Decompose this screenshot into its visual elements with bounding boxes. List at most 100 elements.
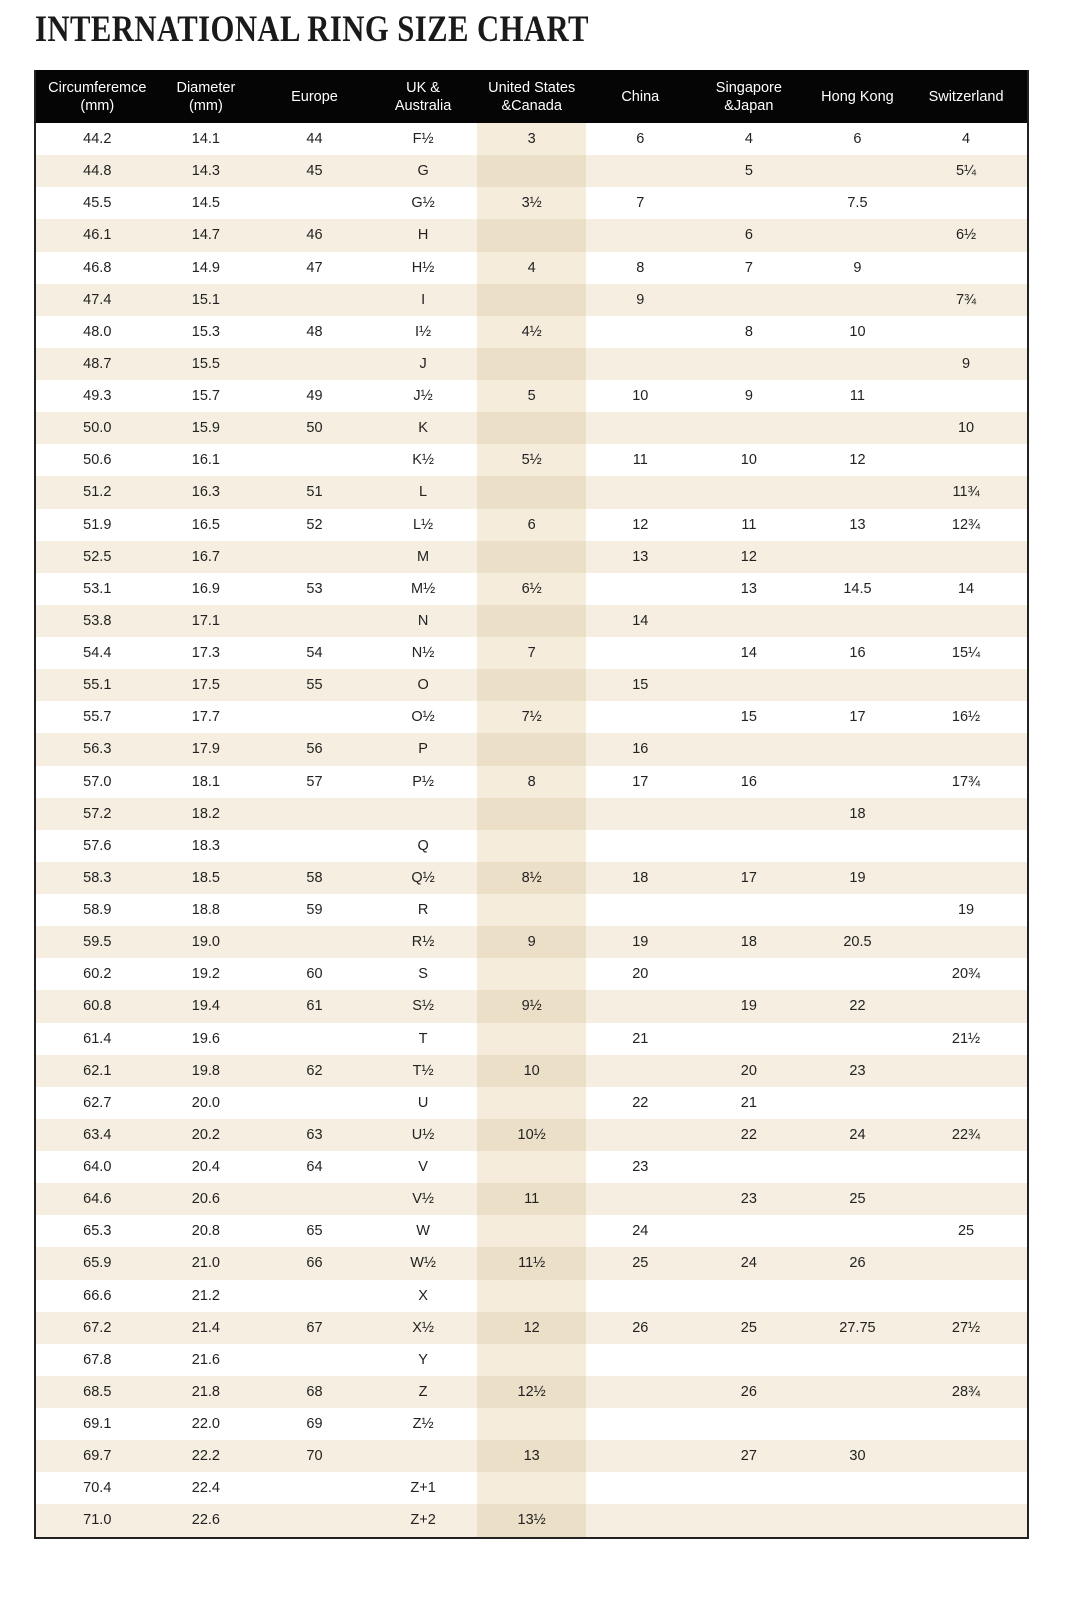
cell-uk-australia: T½ <box>412 1062 434 1079</box>
cell-diameter: 15.3 <box>191 323 220 340</box>
cell-china: 12 <box>632 516 649 533</box>
table-header: Circumferemce (mm) Diameter (mm) Europe UK … <box>36 70 1027 123</box>
cell-switzerland <box>912 1151 1021 1183</box>
cell-diameter: 19.6 <box>191 1030 220 1047</box>
cell-china <box>586 990 695 1022</box>
cell-hong-kong <box>803 1023 912 1055</box>
cell-circumference: 57.2 <box>83 805 112 822</box>
cell-hong-kong <box>803 284 912 316</box>
cell-circumference: 68.5 <box>83 1383 112 1400</box>
cell-singapore-japan: 8 <box>744 323 753 340</box>
cell-diameter: 16.3 <box>191 484 220 501</box>
column-header-europe: Europe <box>291 88 338 105</box>
cell-singapore-japan <box>695 733 804 765</box>
cell-uk-australia: O <box>417 677 429 694</box>
cell-diameter: 21.8 <box>191 1383 220 1400</box>
cell-uk-australia <box>369 1440 478 1472</box>
cell-singapore-japan <box>695 348 804 380</box>
cell-china: 16 <box>632 741 649 758</box>
table-row: 53.8 17.1 N 14 <box>36 604 1027 637</box>
cell-europe: 44 <box>306 131 323 147</box>
cell-uk-australia: K <box>418 420 428 437</box>
table-row: 51.2 16.3 51 L 11¾ <box>36 476 1027 509</box>
cell-circumference: 46.1 <box>83 227 112 244</box>
cell-uk-australia: U <box>417 1094 429 1111</box>
cell-switzerland <box>912 316 1021 348</box>
cell-diameter: 18.8 <box>191 902 220 918</box>
cell-uk-australia: M½ <box>410 580 436 597</box>
cell-singapore-japan <box>695 476 804 508</box>
cell-singapore-japan <box>695 894 804 926</box>
cell-diameter: 17.5 <box>191 677 220 694</box>
cell-us-canada: 4½ <box>477 315 586 348</box>
cell-china: 10 <box>632 388 649 404</box>
cell-diameter: 18.1 <box>191 773 220 790</box>
cell-singapore-japan: 25 <box>740 1319 757 1336</box>
table-row: 51.9 16.5 52 L½ 6 12 11 13 12¾ <box>36 508 1027 541</box>
cell-diameter: 17.9 <box>191 741 220 758</box>
cell-us-canada <box>477 669 586 702</box>
cell-hong-kong: 16 <box>849 645 866 661</box>
cell-china <box>586 476 695 508</box>
column-header-circumference: Circumferemce (mm) <box>48 79 147 114</box>
cell-switzerland: 22¾ <box>951 1126 981 1143</box>
cell-switzerland <box>912 926 1021 958</box>
cell-diameter: 16.5 <box>191 516 220 533</box>
cell-switzerland <box>912 1087 1021 1119</box>
cell-switzerland <box>912 380 1021 412</box>
cell-hong-kong: 19 <box>849 869 866 886</box>
cell-us-canada <box>477 894 586 927</box>
cell-singapore-japan <box>695 1504 804 1536</box>
cell-china: 20 <box>632 966 649 983</box>
table-row: 60.2 19.2 60 S 20 20¾ <box>36 958 1027 991</box>
cell-switzerland: 20¾ <box>951 966 981 983</box>
cell-europe: 61 <box>306 998 323 1015</box>
cell-uk-australia: N½ <box>411 645 435 661</box>
cell-circumference: 59.5 <box>83 934 112 951</box>
cell-singapore-japan: 22 <box>740 1126 757 1143</box>
cell-circumference: 69.1 <box>83 1416 112 1432</box>
cell-us-canada: 8 <box>477 765 586 798</box>
cell-circumference: 65.9 <box>83 1255 112 1272</box>
cell-europe <box>260 701 369 733</box>
cell-europe <box>260 1504 369 1536</box>
cell-europe: 49 <box>306 388 323 404</box>
cell-china <box>586 1376 695 1408</box>
cell-europe: 70 <box>306 1448 323 1465</box>
column-header-uk-australia: UK & Australia <box>394 79 452 114</box>
table-row: 68.5 21.8 68 Z 12½ 26 28¾ <box>36 1375 1027 1408</box>
cell-diameter: 16.1 <box>191 452 220 469</box>
cell-switzerland: 14 <box>957 580 975 597</box>
cell-uk-australia: Q½ <box>411 869 435 886</box>
cell-us-canada: 12½ <box>477 1375 586 1408</box>
cell-us-canada <box>477 283 586 316</box>
cell-hong-kong: 17 <box>849 709 866 726</box>
cell-switzerland <box>912 990 1021 1022</box>
table-row: 49.3 15.7 49 J½ 5 10 9 11 <box>36 380 1027 413</box>
cell-uk-australia: X <box>418 1287 428 1304</box>
cell-hong-kong: 10 <box>849 323 866 340</box>
cell-us-canada: 13 <box>477 1440 586 1473</box>
cell-europe: 53 <box>306 580 323 597</box>
cell-us-canada: 9 <box>477 926 586 959</box>
cell-us-canada <box>477 219 586 252</box>
cell-europe: 54 <box>306 645 323 661</box>
cell-singapore-japan: 18 <box>740 934 757 951</box>
cell-europe <box>260 187 369 219</box>
cell-diameter: 18.3 <box>191 837 220 854</box>
cell-uk-australia: Z+1 <box>410 1480 436 1497</box>
cell-europe <box>260 541 369 573</box>
cell-hong-kong: 11 <box>849 388 865 404</box>
cell-hong-kong <box>803 669 912 701</box>
cell-us-canada <box>477 733 586 766</box>
cell-singapore-japan <box>695 1151 804 1183</box>
cell-singapore-japan: 10 <box>740 452 757 469</box>
cell-diameter: 18.5 <box>191 869 220 886</box>
cell-diameter: 20.2 <box>191 1126 220 1143</box>
cell-europe: 52 <box>306 516 323 533</box>
cell-china: 6 <box>636 131 645 147</box>
cell-diameter: 22.6 <box>191 1512 220 1529</box>
cell-china: 22 <box>632 1094 649 1111</box>
cell-uk-australia: V½ <box>412 1191 434 1208</box>
cell-hong-kong <box>803 412 912 444</box>
